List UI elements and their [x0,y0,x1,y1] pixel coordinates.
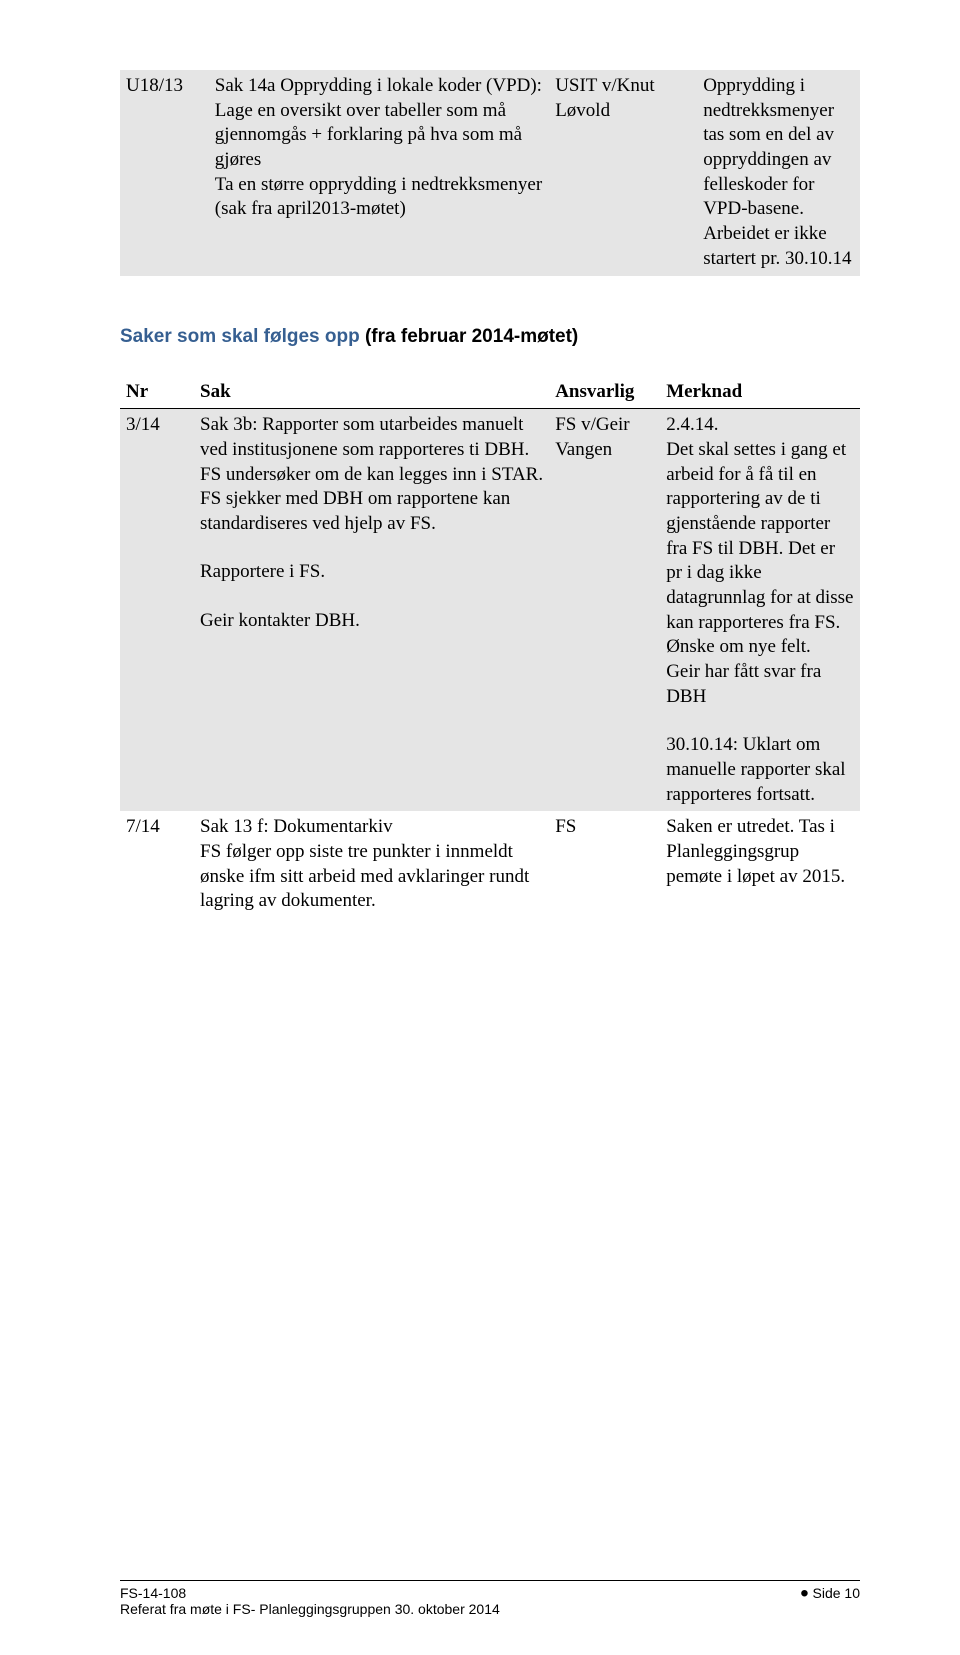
table-row: U18/13 Sak 14a Opprydding i lokale koder… [120,70,860,276]
cell-nr: U18/13 [120,70,209,276]
merknad-p4: Geir har fått svar fra DBH [666,660,854,709]
cell-ansvarlig: FS [549,811,660,918]
footer-page-number: Side 10 [813,1585,860,1601]
header-merknad: Merknad [660,376,860,409]
cell-ansvarlig: USIT v/Knut Løvold [549,70,697,276]
table-row: 7/14 Sak 13 f: Dokumentarkiv FS følger o… [120,811,860,918]
cell-merknad: Saken er utredet. Tas i Planleggingsgrup… [660,811,860,918]
merknad-p2: Det skal settes i gang et arbeid for å f… [666,438,854,636]
header-ansvarlig: Ansvarlig [549,376,660,409]
table-lower: Nr Sak Ansvarlig Merknad 3/14 Sak 3b: Ra… [120,376,860,919]
table-row: 3/14 Sak 3b: Rapporter som utarbeides ma… [120,409,860,812]
table-header-row: Nr Sak Ansvarlig Merknad [120,376,860,409]
cell-merknad: Opprydding i nedtrekksmenyer tas som en … [697,70,860,276]
page-footer: FS-14-108 Referat fra møte i FS- Planleg… [120,1580,860,1617]
sak-p4: Geir kontakter DBH. [200,609,543,634]
merknad-p1: 2.4.14. [666,413,854,438]
cell-sak: Sak 14a Opprydding i lokale koder (VPD):… [209,70,549,276]
table-upper: U18/13 Sak 14a Opprydding i lokale koder… [120,70,860,276]
heading-blue: Saker som skal følges opp [120,326,365,347]
header-nr: Nr [120,376,194,409]
sak-p3: Rapportere i FS. [200,560,543,585]
sak-p1: Sak 3b: Rapporter som utarbeides manuelt… [200,413,543,487]
cell-nr: 3/14 [120,409,194,812]
heading-black: (fra februar 2014-møtet) [365,326,578,347]
footer-right: • Side 10 [800,1585,860,1617]
cell-sak: Sak 13 f: Dokumentarkiv FS følger opp si… [194,811,549,918]
header-sak: Sak [194,376,549,409]
cell-sak: Sak 3b: Rapporter som utarbeides manuelt… [194,409,549,812]
merknad-p3: Ønske om nye felt. [666,635,854,660]
footer-doc-title: Referat fra møte i FS- Planleggingsgrupp… [120,1601,500,1617]
sak-p2: FS sjekker med DBH om rapportene kan sta… [200,487,543,536]
bullet-icon: • [800,1589,808,1599]
merknad-p5: 30.10.14: Uklart om manuelle rapporter s… [666,733,854,807]
cell-nr: 7/14 [120,811,194,918]
footer-left: FS-14-108 Referat fra møte i FS- Planleg… [120,1585,500,1617]
section-heading: Saker som skal følges opp (fra februar 2… [120,326,860,348]
cell-ansvarlig: FS v/Geir Vangen [549,409,660,812]
footer-doc-id: FS-14-108 [120,1585,500,1601]
cell-merknad: 2.4.14. Det skal settes i gang et arbeid… [660,409,860,812]
